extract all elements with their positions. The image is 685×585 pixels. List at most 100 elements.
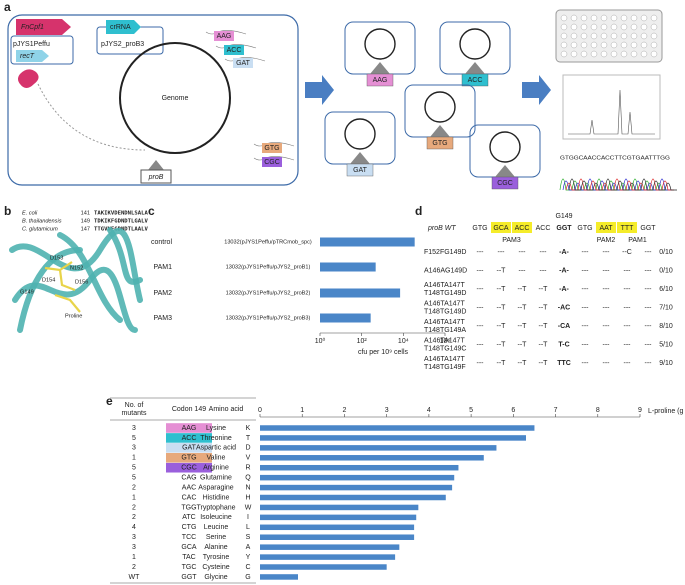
mutant-codon: --- — [477, 323, 485, 330]
wt-label: proB WT — [427, 225, 456, 232]
protein-blob — [18, 69, 39, 88]
mutant-codon: --- — [582, 341, 590, 348]
ratio: 6/10 — [659, 286, 673, 293]
strain-label: 13032(pJYS1Peffu/pJYS2_proB3) — [226, 315, 311, 321]
well — [560, 14, 568, 22]
start-position: 149 — [81, 218, 90, 224]
category-label: control — [151, 239, 172, 246]
pam-highlight — [512, 222, 532, 233]
mutant-name: T148TG149F — [424, 364, 466, 371]
genome-label: Genome — [162, 95, 189, 102]
bar — [260, 504, 419, 511]
ratio: 5/10 — [659, 341, 673, 348]
well — [630, 50, 638, 58]
mutant-count: 1 — [132, 455, 136, 462]
well — [570, 32, 578, 40]
mutant-label: CGC — [497, 180, 513, 187]
mutant-name: F152FG149D — [424, 249, 466, 256]
mutant-codon — [346, 163, 374, 177]
well — [590, 41, 598, 49]
codon: CAC — [182, 494, 197, 501]
mutant-codon: --- — [645, 341, 653, 348]
mutant-codon: --T — [497, 360, 507, 367]
wt-codon: TTT — [621, 225, 635, 232]
well — [630, 23, 638, 31]
mutant-name: A146TA147T — [424, 282, 465, 289]
mutant-codon: --- — [582, 323, 590, 330]
codon: CAG — [181, 474, 196, 481]
pam-highlight — [596, 222, 616, 233]
amino-letter: L — [246, 524, 250, 531]
mutant-site — [495, 165, 515, 177]
bar — [260, 554, 396, 560]
gene-arrow — [16, 19, 71, 35]
panel-label: d — [415, 204, 422, 218]
mutant-codon — [366, 73, 394, 87]
amino-acid: Tryptophane — [196, 504, 235, 511]
bar — [260, 524, 415, 531]
pam-label: PAM3 — [502, 237, 521, 244]
mutant-name: A146TA147T — [424, 337, 465, 344]
mutant-codon: --- — [603, 341, 611, 348]
arrow — [522, 75, 551, 105]
trace-sequence: GTGGCAACCACCTTCGTGAATTTGG — [560, 155, 670, 161]
table-header: No. of — [125, 402, 144, 409]
mutant-count: 3 — [132, 425, 136, 432]
mutant-codon: --T — [539, 341, 549, 348]
well — [580, 23, 588, 31]
amino-acid: Histidine — [203, 494, 230, 501]
strain-label: 13032(pJYS1Peffu/pTRCmob_spc) — [224, 239, 312, 245]
species: C. glutamicum — [22, 226, 58, 232]
bar — [260, 445, 497, 451]
well — [620, 50, 628, 58]
mutant-codon: TTC — [557, 360, 571, 367]
amino-letter: I — [247, 514, 249, 521]
mutant-codon: --- — [603, 323, 611, 330]
strain-label: 13032(pJYS1Peffu/pJYS2_proB1) — [226, 264, 311, 270]
residue-label: D156 — [75, 279, 88, 285]
codon: TGC — [182, 564, 197, 571]
x-tick-label: 1 — [300, 407, 304, 414]
mutant-count: 3 — [132, 534, 136, 541]
mutant-site — [350, 152, 370, 164]
x-tick-label: 10² — [357, 338, 368, 345]
residue-label: N152 — [70, 265, 83, 271]
protein-ribbon — [9, 228, 143, 303]
oligo-label: GAT — [236, 60, 251, 67]
mutant-codon: --- — [498, 249, 506, 256]
x-tick-label: 4 — [427, 407, 431, 414]
oligo-label: AAG — [217, 33, 232, 40]
codon-highlight — [166, 452, 212, 463]
well — [610, 50, 618, 58]
codon: ACC — [182, 435, 197, 442]
table-header: Amino acid — [209, 406, 244, 413]
mutant-codon: --- — [624, 267, 632, 274]
well — [620, 14, 628, 22]
site-label: G149 — [555, 213, 572, 220]
residue-label: D153 — [50, 255, 63, 261]
bar — [260, 464, 459, 471]
x-tick-label: 8 — [596, 407, 600, 414]
well — [590, 32, 598, 40]
wt-codon: GCA — [493, 225, 509, 232]
mutant-codon: --- — [624, 360, 632, 367]
wt-codon: ACC — [536, 225, 551, 232]
x-tick-label: 10⁴ — [398, 338, 409, 345]
mutant-codon: --T — [497, 267, 507, 274]
wt-codon: GGT — [556, 225, 572, 232]
well — [620, 32, 628, 40]
mutant-codon: --T — [518, 304, 528, 311]
mutant-count: 5 — [132, 465, 136, 472]
mutant-site — [370, 62, 390, 74]
category-label: PAM2 — [153, 290, 172, 297]
mutant-codon: --- — [477, 341, 485, 348]
mutant-codon: --- — [624, 341, 632, 348]
amino-acid: Lysine — [206, 425, 226, 432]
mutant-codon: --T — [518, 323, 528, 330]
mutant-codon: --T — [497, 286, 507, 293]
well — [590, 14, 598, 22]
well — [640, 50, 648, 58]
well — [570, 41, 578, 49]
mutant-codon: --- — [582, 267, 590, 274]
start-position: 147 — [81, 226, 90, 232]
